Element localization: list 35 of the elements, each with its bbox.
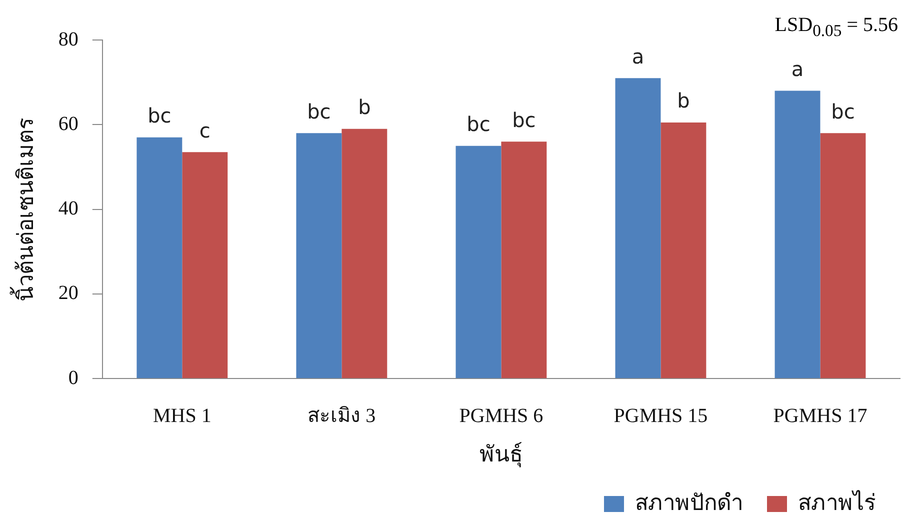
x-tick-label: MHS 1 [152, 404, 212, 427]
annotation: LSD$_{0.05}$ = 5.56 [774, 14, 898, 41]
data-label: b [677, 88, 690, 113]
data-label: b [358, 95, 371, 120]
data-label: bc [512, 108, 536, 132]
y-axis-title: นิ้วต้นต่อเซนติเมตร [10, 117, 38, 302]
bar [296, 133, 342, 378]
data-label: a [791, 56, 804, 81]
y-tick-label: 60 [58, 112, 78, 135]
bar [660, 122, 706, 378]
bar [774, 90, 820, 378]
bar [501, 142, 547, 378]
bar [456, 146, 502, 378]
bar [136, 137, 182, 378]
bar [182, 152, 228, 378]
bar [342, 128, 388, 378]
legend-label: สภาพปักดำ [635, 490, 743, 515]
bar [820, 133, 866, 378]
data-label: bc [466, 112, 490, 136]
y-tick-label: 40 [58, 198, 78, 220]
y-tick-label: 80 [58, 28, 78, 50]
data-label: bc [831, 99, 855, 124]
x-tick-label: PGMHS 17 [773, 404, 868, 427]
x-tick-label: PGMHS 15 [614, 404, 708, 427]
x-tick-label: สะเมิง 3 [308, 404, 376, 427]
y-tick-label: 20 [58, 282, 78, 304]
data-label: bc [307, 99, 331, 124]
x-tick-label: PGMHS 6 [459, 404, 544, 427]
data-label: bc [148, 104, 172, 128]
x-axis-title: พันธุ์ [480, 442, 523, 468]
legend-label: สภาพไร่ [798, 490, 876, 515]
data-label: a [632, 44, 644, 68]
y-tick-label: 0 [68, 366, 78, 389]
bar [615, 78, 661, 378]
data-label: c [199, 118, 210, 142]
